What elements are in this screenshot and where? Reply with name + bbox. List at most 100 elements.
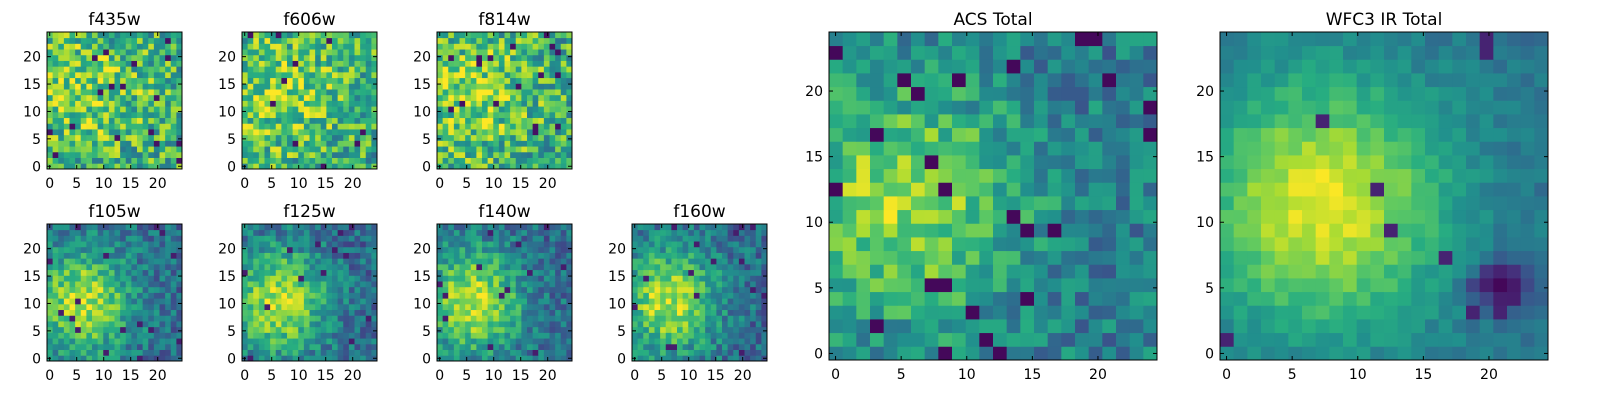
heatmap-cell bbox=[1075, 59, 1090, 74]
heatmap-cell bbox=[58, 241, 65, 248]
heatmap-cell bbox=[165, 269, 172, 276]
heatmap-cell bbox=[292, 246, 299, 253]
heatmap-cell bbox=[170, 71, 177, 79]
heatmap-cell bbox=[92, 83, 99, 90]
x-tick-label: 15 bbox=[512, 176, 530, 192]
heatmap-cell bbox=[1006, 305, 1021, 320]
heatmap-cell bbox=[315, 321, 322, 328]
heatmap-cell bbox=[108, 60, 115, 67]
heatmap-cell bbox=[86, 326, 93, 333]
heatmap-cell bbox=[543, 106, 550, 113]
heatmap-cell bbox=[120, 94, 127, 101]
heatmap-cell bbox=[303, 224, 310, 231]
heatmap-cell bbox=[738, 241, 745, 248]
y-tick-label: 0 bbox=[227, 159, 236, 175]
heatmap-cell bbox=[242, 241, 249, 248]
heatmap-cell bbox=[86, 100, 93, 107]
heatmap-cell bbox=[365, 338, 372, 345]
heatmap-cell bbox=[549, 338, 556, 345]
heatmap-cell bbox=[521, 269, 528, 276]
heatmap-cell bbox=[487, 140, 494, 147]
heatmap-cell bbox=[1061, 305, 1076, 320]
heatmap-cell bbox=[320, 106, 327, 113]
heatmap-cell bbox=[153, 258, 160, 265]
heatmap-cell bbox=[750, 241, 757, 248]
heatmap-cell bbox=[80, 286, 87, 293]
heatmap-cell bbox=[856, 264, 871, 279]
heatmap-cell bbox=[365, 315, 372, 322]
heatmap-cell bbox=[1075, 250, 1090, 265]
heatmap-cell bbox=[348, 89, 355, 96]
heatmap-cell bbox=[92, 54, 99, 61]
heatmap-cell bbox=[258, 32, 265, 39]
heatmap-cell bbox=[1302, 305, 1317, 320]
heatmap-cell bbox=[1143, 59, 1158, 74]
heatmap-cell bbox=[86, 89, 93, 96]
heatmap-cell bbox=[315, 303, 322, 311]
heatmap-cell bbox=[716, 246, 723, 253]
heatmap-cell bbox=[527, 281, 534, 288]
heatmap-cell bbox=[103, 37, 110, 44]
heatmap-cell bbox=[555, 235, 562, 242]
heatmap-cell bbox=[755, 275, 762, 282]
heatmap-cell bbox=[1075, 237, 1090, 252]
heatmap-cell bbox=[125, 140, 132, 147]
heatmap-cell bbox=[69, 32, 76, 39]
heatmap-cell bbox=[315, 117, 322, 124]
heatmap-cell bbox=[69, 332, 76, 339]
heatmap-cell bbox=[566, 235, 573, 242]
heatmap-cell bbox=[493, 321, 500, 328]
heatmap-cell bbox=[566, 123, 573, 130]
heatmap-cell bbox=[131, 252, 138, 259]
heatmap-cell bbox=[58, 321, 65, 328]
heatmap-cell bbox=[1075, 319, 1090, 334]
heatmap-cell bbox=[52, 332, 59, 339]
heatmap-cell bbox=[148, 229, 155, 236]
heatmap-cell bbox=[750, 343, 757, 350]
heatmap-cell bbox=[487, 258, 494, 265]
heatmap-cell bbox=[699, 292, 706, 299]
heatmap-cell bbox=[487, 235, 494, 242]
heatmap-cell bbox=[521, 134, 528, 141]
heatmap-cell bbox=[332, 151, 339, 158]
heatmap-cell bbox=[487, 157, 494, 164]
heatmap-cell bbox=[75, 89, 82, 96]
heatmap-cell bbox=[870, 100, 885, 115]
heatmap-cell bbox=[281, 151, 288, 158]
heatmap-cell bbox=[332, 123, 339, 130]
heatmap-cell bbox=[270, 275, 277, 282]
heatmap-cell bbox=[870, 291, 885, 306]
heatmap-cell bbox=[924, 332, 939, 347]
heatmap-cell bbox=[1006, 155, 1021, 170]
heatmap-cell bbox=[75, 129, 82, 136]
heatmap-cell bbox=[309, 292, 316, 299]
heatmap-cell bbox=[80, 263, 87, 271]
heatmap-cell bbox=[281, 321, 288, 328]
heatmap-cell bbox=[693, 224, 700, 231]
heatmap-cell bbox=[448, 269, 455, 276]
heatmap-cell bbox=[648, 241, 655, 248]
heatmap-cell bbox=[270, 71, 277, 79]
heatmap-cell bbox=[1034, 223, 1049, 238]
heatmap-cell bbox=[354, 134, 361, 141]
heatmap-cell bbox=[63, 298, 70, 305]
heatmap-cell bbox=[437, 134, 444, 141]
heatmap-cell bbox=[253, 83, 260, 90]
heatmap-cell bbox=[120, 246, 127, 253]
heatmap-cell bbox=[755, 258, 762, 265]
heatmap-cell bbox=[1288, 346, 1303, 361]
heatmap-cell bbox=[965, 141, 980, 156]
heatmap-cell bbox=[58, 315, 65, 322]
heatmap-cell bbox=[993, 223, 1008, 238]
heatmap-cell bbox=[176, 303, 183, 311]
heatmap-cell bbox=[442, 71, 449, 79]
heatmap-cell bbox=[303, 338, 310, 345]
heatmap-cell bbox=[856, 73, 871, 88]
heatmap-cell bbox=[52, 151, 59, 158]
heatmap-cell bbox=[159, 123, 166, 130]
panel-title: f814w bbox=[478, 10, 530, 30]
y-tick-label: 10 bbox=[805, 215, 823, 231]
heatmap-cell bbox=[465, 66, 472, 73]
heatmap-cell bbox=[148, 303, 155, 311]
heatmap-cell bbox=[92, 315, 99, 322]
